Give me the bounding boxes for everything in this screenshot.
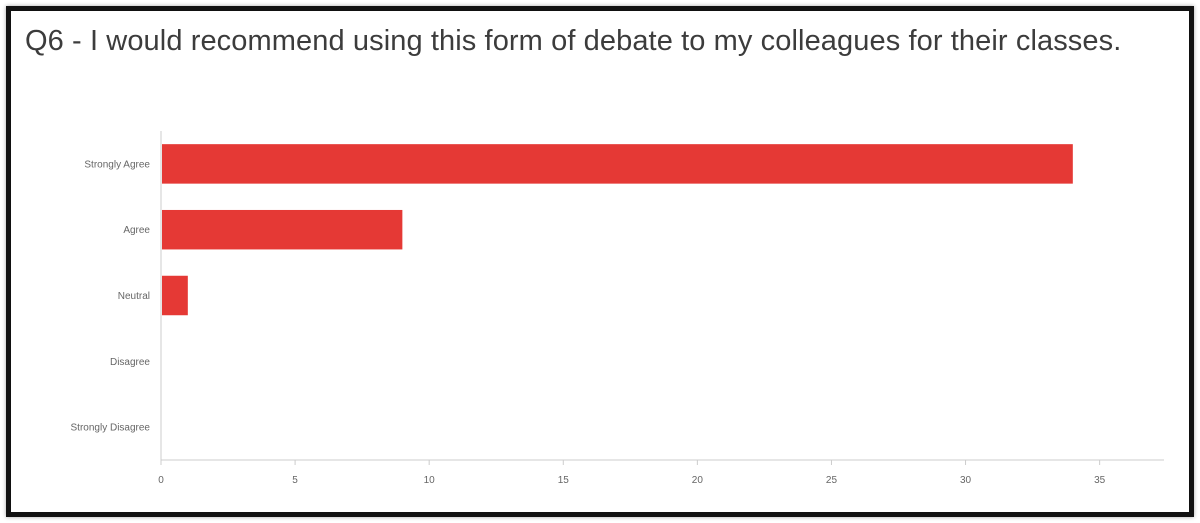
bar-strongly-agree xyxy=(162,144,1073,184)
bar-neutral xyxy=(162,275,188,316)
chart-title: Q6 - I would recommend using this form o… xyxy=(25,25,1122,57)
x-tick-label-25: 25 xyxy=(826,475,838,486)
x-tick-label-5: 5 xyxy=(292,475,298,486)
bar-chart: Strongly Agree Agree Neutral Disagree Strong… xyxy=(71,131,1164,486)
chart-axes xyxy=(160,131,1164,461)
y-tick-labels: Strongly Agree Agree Neutral Disagree Strong… xyxy=(71,159,151,433)
chart-frame: Q6 - I would recommend using this form o… xyxy=(6,6,1194,517)
bars-group xyxy=(162,144,1073,316)
x-tick-label-35: 35 xyxy=(1094,475,1106,486)
x-tick-label-0: 0 xyxy=(158,475,164,486)
y-label-agree: Agree xyxy=(123,225,150,236)
x-ticks: 0 5 10 15 20 25 30 35 xyxy=(158,460,1106,486)
x-tick-label-15: 15 xyxy=(558,475,570,486)
y-label-neutral: Neutral xyxy=(118,291,150,302)
x-tick-label-20: 20 xyxy=(692,475,704,486)
y-label-strongly-disagree: Strongly Disagree xyxy=(71,423,151,434)
bar-agree xyxy=(162,209,403,250)
x-tick-label-30: 30 xyxy=(960,475,972,486)
y-label-strongly-agree: Strongly Agree xyxy=(84,159,150,170)
x-tick-label-10: 10 xyxy=(424,475,436,486)
y-label-disagree: Disagree xyxy=(110,357,150,368)
